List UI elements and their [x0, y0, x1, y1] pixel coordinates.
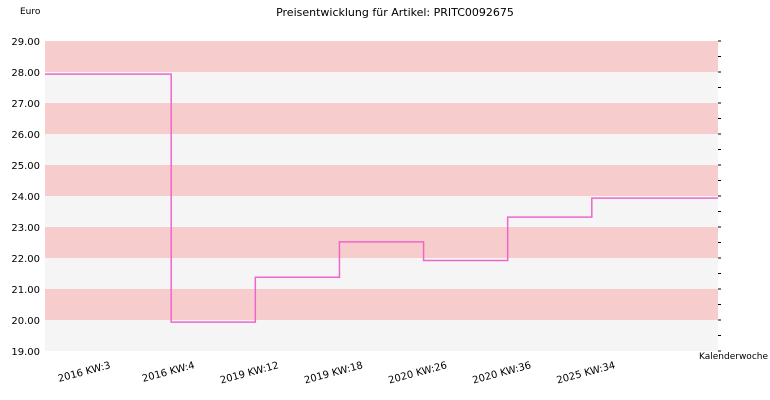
x-tick-label: 2019 KW:12 — [219, 360, 280, 386]
x-axis-label: Kalenderwoche — [699, 352, 768, 362]
band — [45, 41, 718, 72]
chart-title: Preisentwicklung für Artikel: PRITC00926… — [276, 6, 514, 19]
y-tick-label: 25.00 — [11, 161, 40, 172]
x-tick-label: 2016 KW:3 — [57, 360, 112, 385]
band — [45, 165, 718, 196]
y-tick-label: 23.00 — [11, 223, 40, 234]
y-tick-label: 27.00 — [11, 99, 40, 110]
y-tick-label: 26.00 — [11, 130, 40, 141]
x-tick-label: 2025 KW:34 — [556, 360, 617, 386]
band — [45, 103, 718, 134]
y-tick-label: 28.00 — [11, 68, 40, 79]
x-tick-label: 2020 KW:26 — [387, 360, 448, 386]
band — [45, 258, 718, 289]
y-tick-label: 19.00 — [11, 347, 40, 358]
x-axis-ticks: 2016 KW:3 2016 KW:4 2019 KW:12 2019 KW:18 20… — [57, 360, 617, 386]
x-tick-label: 2020 KW:36 — [471, 360, 532, 386]
y-tick-label: 29.00 — [11, 37, 40, 48]
y-axis-label: Euro — [20, 7, 41, 17]
y-tick-label: 20.00 — [11, 316, 40, 327]
price-step-line — [45, 73, 718, 323]
x-tick-label: 2016 KW:4 — [141, 360, 196, 385]
background-bands — [45, 41, 718, 351]
band — [45, 134, 718, 165]
y-axis-ticks: 19.00 20.00 21.00 22.00 23.00 24.00 25.00 26.00… — [11, 37, 40, 358]
band — [45, 289, 718, 320]
y-tick-label: 24.00 — [11, 192, 40, 203]
right-axis-minor-ticks — [718, 40, 721, 352]
band — [45, 320, 718, 351]
x-tick-label: 2019 KW:18 — [303, 360, 364, 386]
y-tick-label: 22.00 — [11, 254, 40, 265]
band — [45, 72, 718, 103]
band — [45, 196, 718, 227]
y-tick-label: 21.00 — [11, 285, 40, 296]
series-layer — [45, 73, 718, 323]
